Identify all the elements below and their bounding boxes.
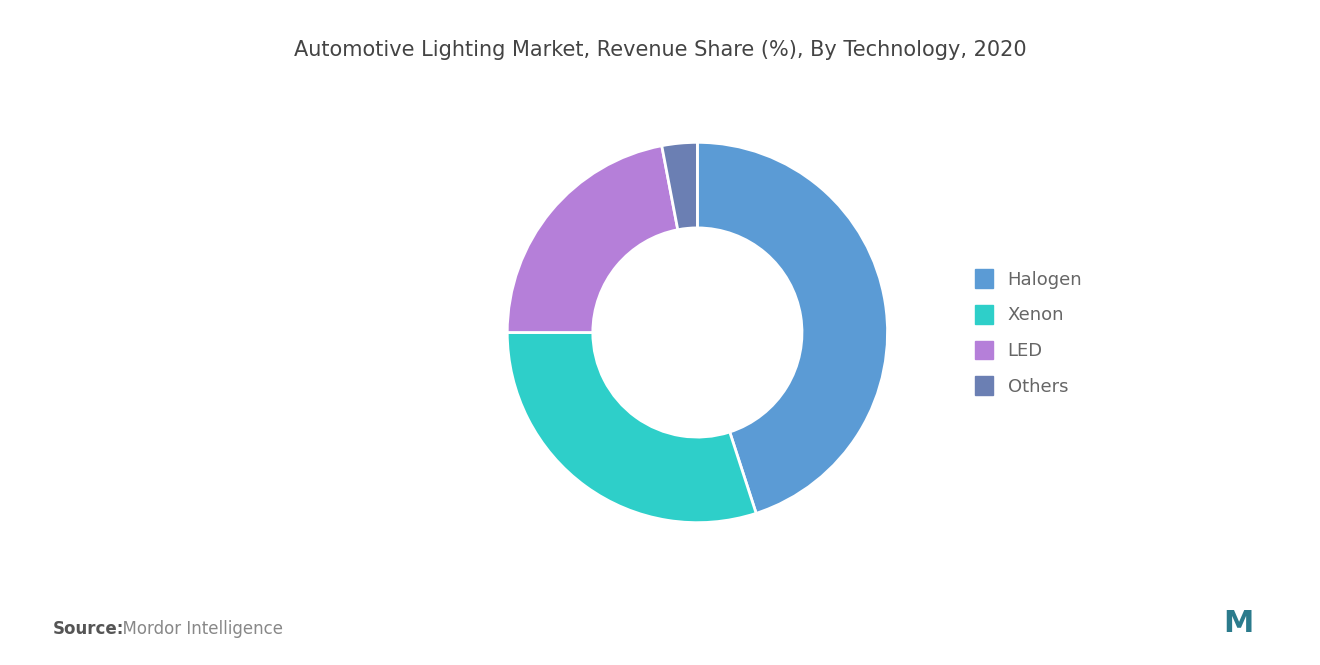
Text: Source:: Source: xyxy=(53,620,124,638)
Wedge shape xyxy=(507,332,756,523)
Wedge shape xyxy=(697,142,887,513)
Wedge shape xyxy=(661,142,697,230)
Text: Automotive Lighting Market, Revenue Share (%), By Technology, 2020: Automotive Lighting Market, Revenue Shar… xyxy=(293,40,1027,60)
Text: M: M xyxy=(1224,609,1254,638)
Wedge shape xyxy=(507,146,677,332)
Text: Mordor Intelligence: Mordor Intelligence xyxy=(112,620,284,638)
Circle shape xyxy=(593,228,803,437)
Legend: Halogen, Xenon, LED, Others: Halogen, Xenon, LED, Others xyxy=(968,262,1089,403)
